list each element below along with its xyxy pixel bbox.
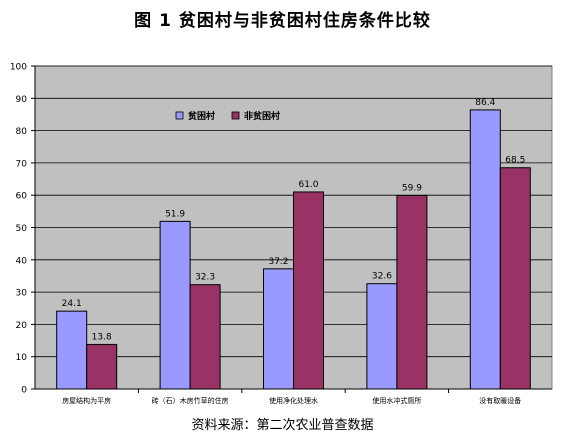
bar-non-poor-village bbox=[86, 343, 118, 390]
legend-label: 非贫困村 bbox=[244, 110, 280, 122]
bar-non-poor-village bbox=[293, 191, 324, 390]
legend-swatch bbox=[231, 111, 240, 120]
bar-poor-village bbox=[56, 310, 88, 390]
data-label: 32.6 bbox=[372, 272, 392, 282]
y-tick-label: 100 bbox=[10, 63, 27, 73]
data-label: 37.2 bbox=[268, 257, 288, 267]
y-tick-label: 50 bbox=[16, 224, 28, 234]
x-tick-label: 砖（石）木房竹草的住房 bbox=[152, 396, 229, 405]
y-tick-label: 40 bbox=[16, 256, 28, 266]
data-label: 61.0 bbox=[298, 180, 318, 190]
data-label: 59.9 bbox=[402, 184, 422, 194]
x-tick-label: 房屋结构为平房 bbox=[62, 396, 111, 405]
y-tick-label: 90 bbox=[16, 95, 28, 105]
x-tick-label: 使用水冲式厕所 bbox=[372, 396, 421, 405]
chart-title: 图 1 贫困村与非贫困村住房条件比较 bbox=[134, 11, 431, 31]
data-label: 68.5 bbox=[505, 156, 525, 166]
y-tick-label: 60 bbox=[16, 192, 28, 202]
bar-non-poor-village bbox=[189, 284, 221, 390]
data-label: 86.4 bbox=[475, 98, 495, 108]
bar-non-poor-village bbox=[499, 167, 531, 390]
bar-poor-village bbox=[159, 220, 191, 390]
bar-poor-village bbox=[263, 268, 294, 390]
data-label: 51.9 bbox=[165, 209, 185, 219]
y-tick-label: 0 bbox=[21, 386, 27, 396]
chart-source-note: 资料来源：第二次农业普查数据 bbox=[191, 418, 374, 433]
x-tick-label: 使用净化处理水 bbox=[269, 396, 318, 405]
data-label: 32.3 bbox=[195, 273, 215, 283]
x-tick-label: 没有取暖设备 bbox=[479, 396, 521, 405]
legend-swatch bbox=[175, 111, 184, 120]
data-label: 13.8 bbox=[92, 332, 112, 342]
y-tick-label: 20 bbox=[16, 321, 28, 331]
y-tick-label: 70 bbox=[16, 159, 28, 169]
y-tick-label: 10 bbox=[16, 353, 28, 363]
data-label: 24.1 bbox=[62, 299, 82, 309]
bar-non-poor-village bbox=[396, 195, 428, 390]
legend-label: 贫困村 bbox=[188, 110, 215, 122]
y-tick-label: 80 bbox=[16, 127, 28, 137]
bar-poor-village bbox=[366, 283, 398, 390]
y-tick-label: 30 bbox=[16, 289, 28, 299]
bar-poor-village bbox=[469, 109, 501, 390]
